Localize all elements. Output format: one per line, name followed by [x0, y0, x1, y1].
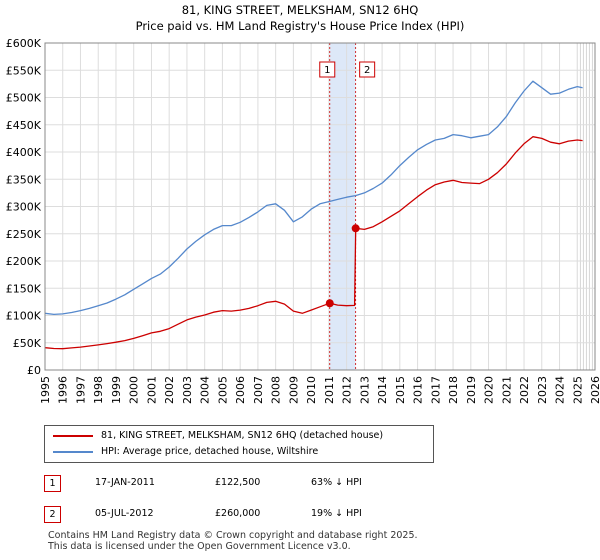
series-line-hpi	[44, 80, 583, 316]
x-tick-label: 2015	[394, 376, 407, 404]
transaction-hpi-diff: 19% ↓ HPI	[311, 508, 362, 519]
x-tick-label: 2019	[465, 376, 478, 404]
transaction-price: £260,000	[215, 508, 261, 519]
y-tick-label: £450K	[6, 119, 42, 132]
x-tick-label: 2014	[376, 376, 389, 404]
x-tick-label: 2024	[554, 376, 567, 404]
y-tick-label: £550K	[6, 64, 42, 77]
transaction-hpi-diff: 63% ↓ HPI	[311, 477, 362, 488]
x-tick-label: 2012	[341, 376, 354, 404]
sale-point	[351, 224, 360, 233]
sale-label: 2	[364, 65, 370, 76]
x-tick-label: 2007	[252, 376, 265, 404]
y-tick-label: £50K	[13, 337, 42, 350]
x-tick-label: 1999	[110, 376, 123, 404]
y-tick-label: £0	[27, 364, 41, 377]
x-tick-label: 2016	[412, 376, 425, 404]
x-tick-label: 2006	[234, 376, 247, 404]
x-tick-label: 1998	[92, 376, 105, 404]
chart-title: 81, KING STREET, MELKSHAM, SN12 6HQ	[182, 3, 419, 17]
transaction-row: 1 17-JAN-2011 £122,500 63% ↓ HPI	[0, 474, 600, 492]
sale-point	[325, 299, 334, 308]
chart-subtitle: Price paid vs. HM Land Registry's House …	[136, 19, 465, 33]
transaction-row: 2 05-JUL-2012 £260,000 19% ↓ HPI	[0, 505, 600, 523]
footer-attribution: Contains HM Land Registry data © Crown c…	[48, 530, 418, 552]
sale-label-box	[319, 61, 336, 78]
transaction-date: 17-JAN-2011	[95, 477, 155, 488]
x-tick-label: 2017	[429, 376, 442, 404]
transaction-price: £122,500	[215, 477, 261, 488]
transaction-date: 05-JUL-2012	[95, 508, 154, 519]
plot-frame	[44, 42, 596, 371]
x-tick-label: 2025	[571, 376, 584, 404]
x-tick-label: 2009	[287, 376, 300, 404]
x-tick-label: 2004	[199, 376, 212, 404]
x-tick-label: 2000	[128, 376, 141, 404]
x-tick-label: 2022	[518, 376, 531, 404]
x-tick-label: 2021	[500, 376, 513, 404]
plot-area: £0 £50K £100K £150K £200K £250K £300K £350K £400…	[6, 37, 600, 404]
x-tick-label: 2026	[589, 376, 600, 404]
sale-label-box	[359, 61, 376, 78]
x-tick-label: 2018	[447, 376, 460, 404]
x-tick-label: 1997	[74, 376, 87, 404]
y-tick-label: £400K	[6, 146, 42, 159]
transaction-number: 2	[44, 506, 61, 523]
y-tick-label: £200K	[6, 255, 42, 268]
y-tick-label: £100K	[6, 310, 42, 323]
legend-label-hpi: HPI: Average price, detached house, Wilt…	[101, 446, 319, 457]
x-tick-label: 2003	[181, 376, 194, 404]
x-tick-label: 1995	[39, 376, 52, 404]
x-tick-label: 2013	[358, 376, 371, 404]
y-tick-label: £300K	[6, 201, 42, 214]
legend-line-property	[53, 435, 93, 437]
price-chart: 81, KING STREET, MELKSHAM, SN12 6HQ Pric…	[6, 3, 600, 404]
y-tick-label: £150K	[6, 282, 42, 295]
y-tick-label: £250K	[6, 228, 42, 241]
sale-label: 1	[324, 65, 330, 76]
x-tick-label: 2001	[145, 376, 158, 404]
x-tick-label: 2005	[216, 376, 229, 404]
x-tick-label: 1996	[57, 376, 70, 404]
footer-line: Contains HM Land Registry data © Crown c…	[48, 530, 418, 541]
x-tick-label: 2008	[270, 376, 283, 404]
footer-line: This data is licensed under the Open Gov…	[48, 541, 351, 552]
transaction-number: 1	[44, 475, 61, 492]
legend-line-hpi	[53, 451, 93, 453]
x-tick-label: 2023	[536, 376, 549, 404]
series-line-property	[44, 136, 583, 350]
x-tick-label: 2010	[305, 376, 318, 404]
legend: 81, KING STREET, MELKSHAM, SN12 6HQ (det…	[44, 425, 434, 463]
x-tick-label: 2002	[163, 376, 176, 404]
y-tick-label: £500K	[6, 92, 42, 105]
y-tick-label: £600K	[6, 37, 42, 50]
legend-label-property: 81, KING STREET, MELKSHAM, SN12 6HQ (det…	[101, 430, 384, 441]
x-tick-label: 2011	[323, 376, 336, 404]
y-tick-label: £350K	[6, 173, 42, 186]
x-tick-label: 2020	[483, 376, 496, 404]
